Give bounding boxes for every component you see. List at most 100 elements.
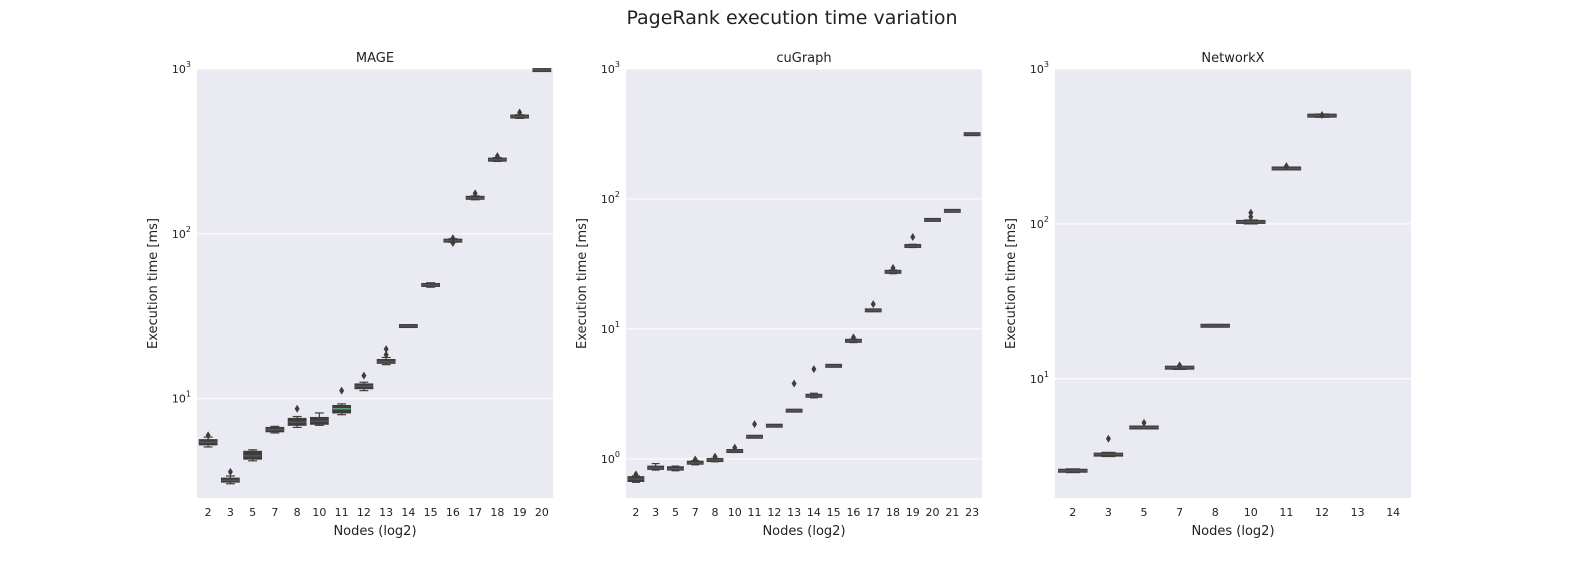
x-tick-label: 14	[807, 506, 821, 519]
y-axis-label: Execution time [ms]	[146, 218, 161, 349]
box-12	[1307, 110, 1337, 119]
box-13	[785, 379, 803, 413]
x-tick-label: 3	[227, 506, 234, 519]
outlier-point	[811, 365, 817, 374]
x-tick-label: 15	[424, 506, 438, 519]
outlier-point	[472, 189, 478, 198]
box-17	[465, 189, 485, 201]
x-axis-label: Nodes (log2)	[762, 524, 845, 539]
x-axis-label: Nodes (log2)	[333, 524, 416, 539]
box-7	[1164, 361, 1195, 370]
box-5	[243, 449, 263, 462]
x-tick-label: 13	[1351, 506, 1365, 519]
box-20	[924, 217, 941, 222]
subplot-title: cuGraph	[776, 51, 831, 66]
box-12	[354, 371, 374, 392]
outlier-point	[205, 431, 211, 440]
x-tick-label: 12	[1315, 506, 1329, 519]
box-18	[884, 263, 902, 275]
outlier-point	[294, 404, 300, 413]
box-8	[287, 404, 307, 429]
outlier-point	[712, 452, 718, 461]
box-10	[726, 443, 744, 454]
y-tick-label: 101	[601, 320, 620, 336]
box-23	[963, 132, 981, 137]
outlier-point	[517, 108, 523, 117]
box-8	[706, 452, 724, 463]
x-tick-label: 11	[748, 506, 762, 519]
y-tick-exponent: 3	[186, 60, 191, 69]
outlier-point	[383, 350, 389, 359]
x-tick-label: 2	[1069, 506, 1076, 519]
x-tick-label: 16	[446, 506, 460, 519]
outlier-point	[1248, 212, 1254, 221]
x-tick-label: 7	[271, 506, 278, 519]
outlier-point	[850, 333, 856, 342]
outlier-point	[890, 263, 896, 272]
box-5	[1129, 418, 1159, 430]
x-tick-label: 11	[1279, 506, 1293, 519]
x-tick-label: 8	[712, 506, 719, 519]
box-16	[845, 333, 862, 344]
box-3	[647, 462, 665, 471]
y-tick-label: 102	[172, 225, 191, 241]
x-tick-label: 18	[886, 506, 900, 519]
outlier-point	[383, 345, 389, 354]
box-7	[686, 455, 704, 466]
x-tick-label: 19	[513, 506, 527, 519]
x-tick-label: 19	[906, 506, 920, 519]
subplot-title: MAGE	[356, 51, 394, 66]
y-tick-exponent: 2	[615, 190, 620, 199]
subplot-title: NetworkX	[1201, 51, 1264, 66]
y-tick-label: 103	[172, 60, 191, 76]
box-11	[746, 420, 763, 439]
box-8	[1200, 323, 1230, 328]
outlier-point	[494, 152, 500, 161]
plot-area	[626, 69, 982, 498]
y-tick-exponent: 2	[186, 225, 191, 234]
box-16	[443, 234, 463, 248]
box-10	[1236, 208, 1266, 225]
outlier-point	[1141, 418, 1147, 427]
box-2	[198, 431, 218, 448]
y-tick-base: 10	[601, 193, 615, 206]
plot-area	[197, 69, 553, 498]
y-tick-base: 10	[172, 393, 186, 406]
box-18	[487, 152, 507, 163]
x-tick-label: 7	[692, 506, 699, 519]
outlier-point	[732, 443, 738, 452]
y-tick-exponent: 1	[1044, 370, 1049, 379]
box-11	[1271, 162, 1302, 171]
box-12	[765, 423, 783, 428]
outlier-point	[633, 470, 639, 479]
box-21	[943, 208, 961, 213]
outlier-point	[1248, 208, 1254, 217]
x-tick-label: 14	[1386, 506, 1400, 519]
x-tick-label: 20	[926, 506, 940, 519]
y-tick-label: 103	[1030, 60, 1049, 76]
box-13	[376, 345, 396, 366]
y-tick-exponent: 1	[615, 320, 620, 329]
box-3	[220, 467, 240, 485]
outlier-point	[450, 239, 456, 248]
x-tick-label: 14	[401, 506, 415, 519]
box-10	[309, 412, 329, 426]
x-tick-label: 13	[787, 506, 801, 519]
box-7	[265, 425, 285, 434]
x-tick-label: 5	[672, 506, 679, 519]
y-tick-label: 100	[601, 450, 620, 466]
x-tick-label: 10	[728, 506, 742, 519]
y-tick-exponent: 3	[1044, 60, 1049, 69]
y-axis-label: Execution time [ms]	[1004, 218, 1019, 349]
outlier-point	[1319, 110, 1325, 119]
x-axis-label: Nodes (log2)	[1191, 524, 1274, 539]
outlier-point	[752, 420, 758, 429]
box-19	[510, 108, 530, 119]
y-tick-exponent: 1	[186, 390, 191, 399]
outlier-point	[910, 232, 916, 241]
x-tick-label: 3	[652, 506, 659, 519]
